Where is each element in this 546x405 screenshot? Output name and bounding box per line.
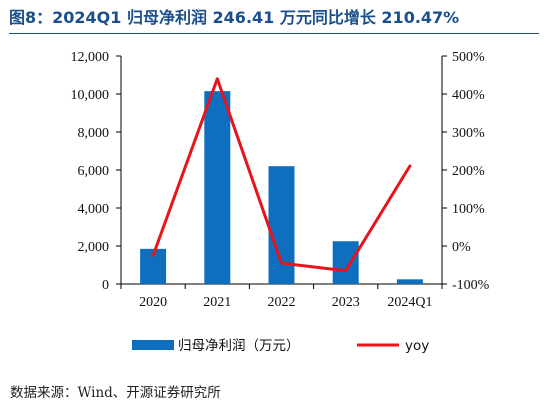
bar-series: [140, 91, 423, 285]
x-tick-label: 2023: [332, 295, 360, 310]
x-tick-label: 2021: [203, 295, 231, 310]
y-right-tick-label: 0%: [452, 240, 471, 255]
legend-line-label: yoy: [405, 338, 429, 354]
y-left-tick-label: 10,000: [71, 88, 110, 103]
bar-2021: [204, 91, 231, 285]
x-tick-labels: 2020 2021 2022 2023 2024Q1: [139, 295, 432, 310]
y-left-tick-label: 2,000: [78, 240, 110, 255]
legend-bar-label: 归母净利润（万元）: [178, 337, 300, 354]
chart-title: 图8：2024Q1 归母净利润 246.41 万元同比增长 210.47%: [9, 8, 460, 27]
y-right-tick-label: 300%: [452, 126, 485, 141]
y-right-tick-labels: -100% 0% 100% 200% 300% 400% 500%: [452, 50, 490, 293]
title-divider: [9, 33, 539, 34]
line-series: [151, 77, 412, 273]
legend: 归母净利润（万元） yoy: [132, 337, 429, 354]
y-right-tick-label: 500%: [452, 50, 485, 65]
source-note: 数据来源：Wind、开源证券研究所: [10, 385, 221, 401]
y-right-tick-label: -100%: [452, 278, 490, 293]
y-left-tick-label: 6,000: [78, 164, 110, 179]
bar-2022: [268, 166, 295, 284]
y-right-tick-label: 100%: [452, 202, 485, 217]
y-left-tick-label: 12,000: [71, 50, 110, 65]
y-left-tick-label: 4,000: [78, 202, 110, 217]
x-tick-label: 2024Q1: [387, 295, 432, 310]
y-left-tick-labels: 0 2,000 4,000 6,000 8,000 10,000 12,000: [71, 50, 110, 293]
x-tick-label: 2022: [268, 295, 296, 310]
x-tick-label: 2020: [139, 295, 167, 310]
bar-2023: [332, 241, 359, 284]
y-left-tick-label: 8,000: [78, 126, 110, 141]
y-right-tick-label: 200%: [452, 164, 485, 179]
y-right-tick-label: 400%: [452, 88, 485, 103]
legend-bar-swatch: [132, 340, 174, 350]
bar-2024Q1: [396, 279, 423, 284]
y-left-tick-label: 0: [102, 278, 109, 293]
